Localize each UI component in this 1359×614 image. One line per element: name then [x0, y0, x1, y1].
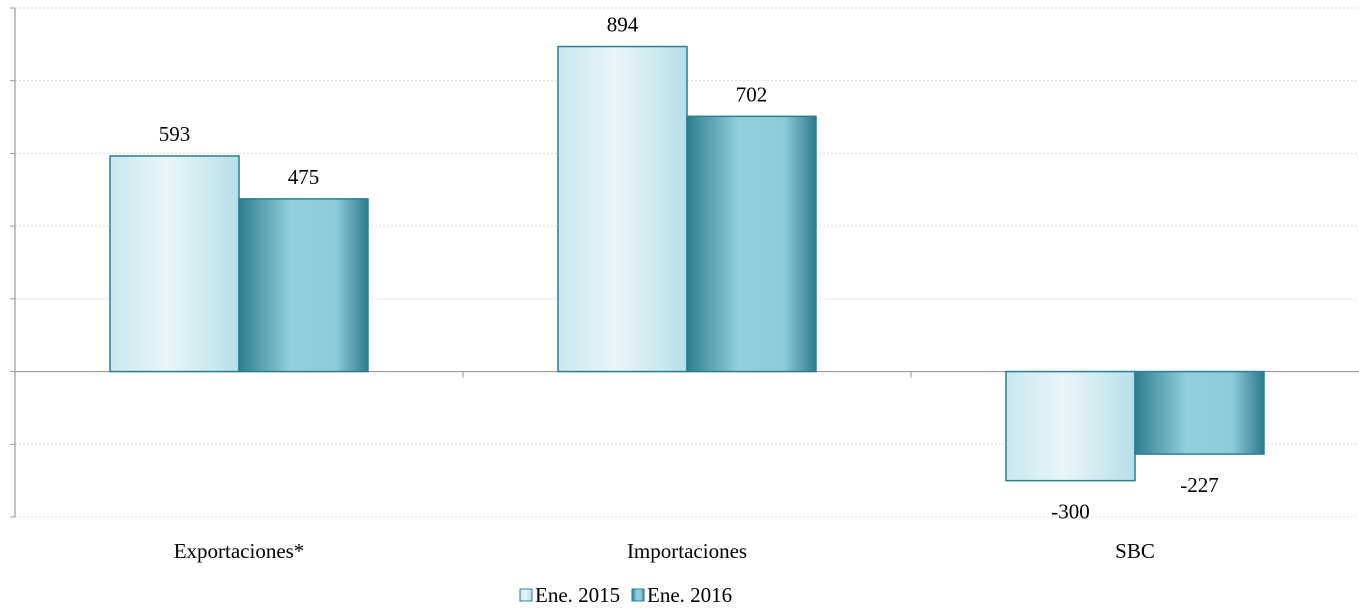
- legend-swatch: [631, 588, 645, 602]
- legend-label: Ene. 2015: [535, 583, 620, 607]
- legend: Ene. 2015 Ene. 2016: [519, 583, 732, 607]
- bar-ene-2016-0: [238, 198, 369, 373]
- bar-ene-2016-2: [1134, 370, 1265, 455]
- data-label: 475: [288, 165, 320, 189]
- data-label: 702: [736, 82, 768, 106]
- category-labels: Exportaciones* Importaciones SBC: [174, 539, 1155, 563]
- category-label: Exportaciones*: [174, 539, 305, 563]
- bar-ene-2016-1: [686, 115, 817, 373]
- category-label: Importaciones: [627, 539, 747, 563]
- data-label: 894: [607, 13, 639, 37]
- data-label: -227: [1180, 473, 1219, 497]
- legend-label: Ene. 2016: [647, 583, 732, 607]
- bars: [109, 45, 1265, 482]
- bar-ene-2015-2: [1005, 370, 1136, 482]
- bar-ene-2015-1: [557, 45, 688, 373]
- legend-swatch: [519, 588, 533, 602]
- data-label: -300: [1051, 500, 1090, 524]
- data-label: 593: [159, 122, 191, 146]
- data-labels: 593 475 894 702 -300 -227: [159, 13, 1219, 524]
- bar-ene-2015-0: [109, 155, 240, 373]
- category-label: SBC: [1115, 539, 1155, 563]
